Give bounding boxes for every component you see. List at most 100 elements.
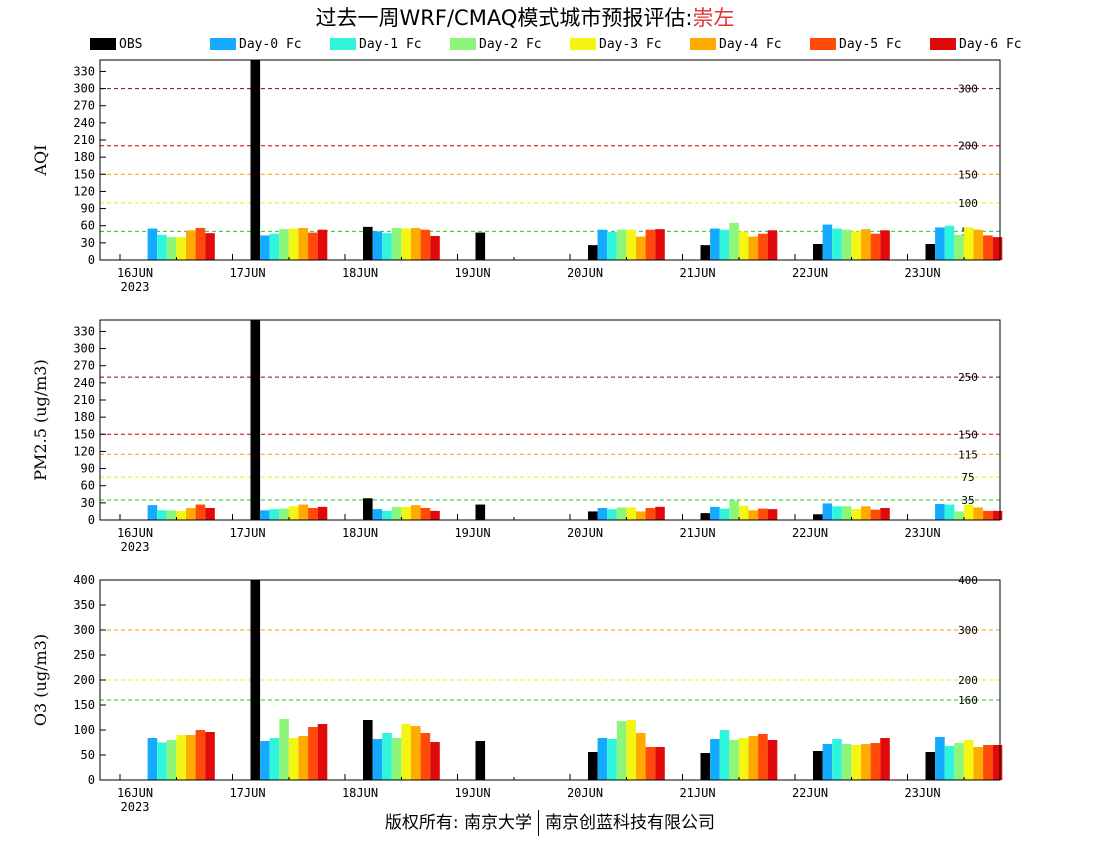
legend-label: OBS — [119, 36, 143, 52]
bar — [729, 222, 739, 260]
x-tick-label: 22JUN — [792, 526, 828, 540]
y-tick-label: 120 — [73, 184, 95, 198]
bar — [298, 504, 309, 520]
bar — [935, 227, 945, 260]
bar — [298, 228, 309, 260]
bar — [420, 733, 431, 780]
x-tick-label: 20JUN — [567, 526, 603, 540]
bar — [832, 228, 842, 260]
bar — [963, 227, 974, 260]
bar — [597, 229, 608, 260]
bar — [269, 738, 280, 780]
threshold-label: 200 — [958, 674, 978, 687]
bar — [944, 504, 955, 520]
x-tick-label: 17JUN — [229, 266, 265, 280]
y-tick-label: 240 — [73, 376, 95, 390]
y-tick-label: 240 — [73, 116, 95, 130]
bar — [147, 228, 158, 260]
bar — [861, 229, 871, 260]
threshold-label: 100 — [958, 197, 978, 210]
legend-label: Day-1 Fc — [359, 36, 422, 52]
bar — [391, 506, 402, 520]
y-tick-label: 250 — [73, 648, 95, 662]
bar — [250, 60, 261, 260]
bar — [475, 504, 486, 520]
bar — [363, 720, 373, 780]
title-city: 崇左 — [692, 6, 735, 30]
bar — [645, 747, 656, 780]
bar — [738, 738, 749, 780]
chart-panel-0: 5010015020030003060901201501802102402703… — [31, 59, 1003, 294]
chart-title: 过去一周WRF/CMAQ模式城市预报评估:崇左 — [0, 2, 1050, 32]
bar — [260, 741, 270, 780]
y-tick-label: 270 — [73, 359, 95, 373]
y-axis-label: AQI — [31, 145, 50, 177]
plot-frame — [99, 319, 1001, 521]
footer-right: 南京创蓝科技有限公司 — [545, 813, 716, 833]
chart-panel-2: 16020030040005010015020025030035040016JU… — [31, 573, 1003, 814]
threshold-label: 250 — [958, 371, 978, 384]
bar — [758, 233, 768, 260]
bar — [851, 509, 861, 520]
legend-item-obs: OBS — [90, 36, 142, 52]
bar — [372, 231, 383, 260]
bar — [401, 228, 411, 260]
bar — [308, 232, 318, 260]
bar — [308, 727, 318, 780]
threshold-label: 75 — [961, 471, 974, 484]
y-tick-label: 300 — [73, 82, 95, 96]
bar — [260, 235, 270, 260]
bar — [430, 236, 440, 260]
legend-label: Day-5 Fc — [839, 36, 902, 52]
bar — [430, 742, 440, 780]
bar — [205, 732, 215, 780]
y-axis-label: PM2.5 (ug/m3) — [31, 359, 50, 480]
bar — [186, 735, 196, 780]
bar — [317, 506, 328, 520]
bar — [382, 510, 392, 520]
bar — [822, 744, 833, 780]
bar — [260, 510, 270, 520]
bar — [391, 228, 402, 260]
bar — [205, 233, 215, 260]
bar — [944, 746, 955, 780]
bar — [880, 738, 890, 780]
bar — [983, 510, 993, 520]
x-tick-label: 22JUN — [792, 266, 828, 280]
bar — [738, 231, 749, 260]
x-tick-label: 18JUN — [342, 786, 378, 800]
bar — [401, 506, 411, 520]
y-tick-label: 300 — [73, 623, 95, 637]
footer-separator — [538, 810, 540, 836]
bar — [317, 724, 328, 780]
bar — [430, 510, 440, 520]
y-tick-label: 60 — [81, 219, 95, 233]
legend-swatch — [90, 38, 116, 50]
bar — [645, 508, 656, 520]
legend-swatch — [450, 38, 476, 50]
bar — [372, 509, 383, 520]
threshold-label: 300 — [958, 83, 978, 96]
threshold-label: 35 — [961, 494, 974, 507]
bar — [992, 745, 1003, 780]
x-tick-label: 23JUN — [904, 526, 940, 540]
legend-swatch — [810, 38, 836, 50]
bar — [205, 508, 215, 520]
y-tick-label: 350 — [73, 598, 95, 612]
bar — [813, 244, 823, 260]
threshold-label: 300 — [958, 624, 978, 637]
y-tick-label: 400 — [73, 573, 95, 587]
bar — [767, 740, 778, 780]
footer: 版权所有: 南京大学 南京创蓝科技有限公司 — [0, 808, 1100, 836]
bar — [616, 507, 627, 520]
bar — [382, 733, 392, 780]
legend-item-day-4-fc: Day-4 Fc — [690, 36, 782, 52]
bar — [729, 740, 739, 780]
x-tick-label: 21JUN — [679, 266, 715, 280]
footer-left: 版权所有: 南京大学 — [384, 813, 533, 833]
bar — [363, 226, 373, 260]
bar — [382, 233, 392, 260]
bar — [935, 504, 945, 520]
legend-swatch — [570, 38, 596, 50]
